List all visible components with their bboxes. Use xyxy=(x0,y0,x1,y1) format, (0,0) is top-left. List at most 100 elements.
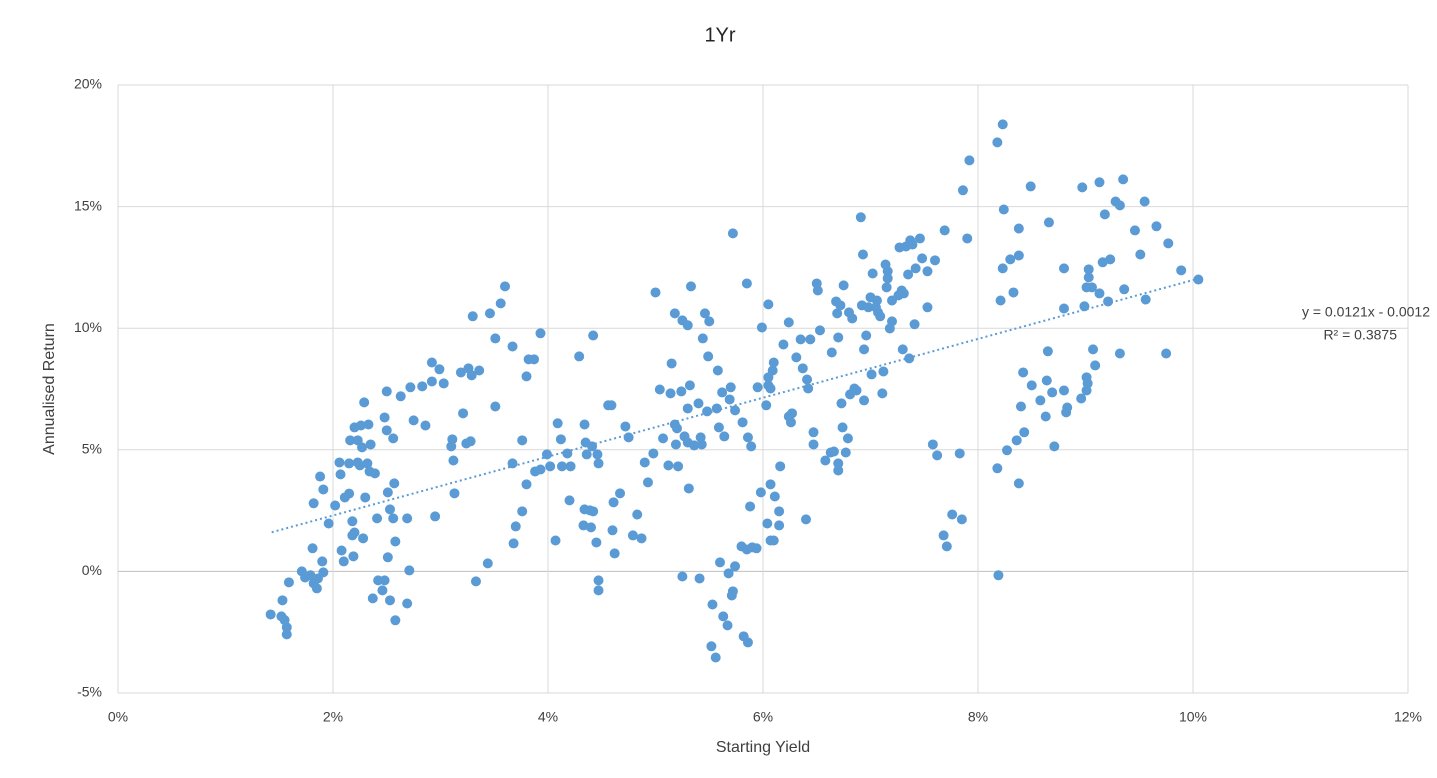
point xyxy=(837,422,848,433)
point xyxy=(395,391,406,402)
point xyxy=(762,518,773,529)
point xyxy=(658,433,669,444)
point xyxy=(1161,348,1172,359)
point xyxy=(710,652,721,663)
point xyxy=(1025,181,1036,192)
point xyxy=(338,556,349,567)
point xyxy=(448,455,459,466)
point xyxy=(722,620,733,631)
point xyxy=(627,530,638,541)
point xyxy=(550,535,561,546)
point xyxy=(508,538,519,549)
point xyxy=(1094,177,1105,188)
point xyxy=(517,506,528,517)
point xyxy=(871,295,882,306)
point xyxy=(1026,380,1037,391)
point xyxy=(420,420,431,431)
point xyxy=(775,461,786,472)
point xyxy=(564,495,575,506)
point xyxy=(866,369,877,380)
point xyxy=(363,419,374,430)
point xyxy=(334,457,345,468)
point xyxy=(1062,402,1073,413)
point xyxy=(910,263,921,274)
point xyxy=(801,514,811,525)
x-tick-label: 10% xyxy=(1179,709,1207,725)
point xyxy=(746,441,757,452)
point xyxy=(712,365,723,376)
point xyxy=(785,417,796,428)
point xyxy=(828,446,839,457)
point xyxy=(835,300,846,311)
point xyxy=(388,433,399,444)
point xyxy=(840,447,851,458)
point xyxy=(615,488,626,499)
point xyxy=(365,439,376,450)
point xyxy=(390,615,401,626)
point xyxy=(367,593,378,604)
point xyxy=(769,491,780,502)
x-tick-label: 6% xyxy=(753,709,773,725)
point xyxy=(1013,223,1024,234)
point xyxy=(362,458,373,469)
y-tick-label: 15% xyxy=(74,197,102,213)
point xyxy=(730,561,741,572)
point xyxy=(317,556,328,567)
point xyxy=(962,233,973,244)
point xyxy=(922,302,933,313)
point xyxy=(1140,294,1151,305)
point xyxy=(606,400,617,411)
point xyxy=(930,255,940,266)
point xyxy=(683,483,694,494)
point xyxy=(998,204,1009,215)
x-tick-label: 8% xyxy=(968,709,988,725)
point xyxy=(898,288,909,299)
point xyxy=(466,370,477,381)
y-tick-label: 10% xyxy=(74,319,102,335)
point xyxy=(755,487,766,498)
y-axis-title: Annualised Return xyxy=(41,323,58,455)
point xyxy=(1047,387,1058,398)
point xyxy=(593,458,604,469)
point xyxy=(797,363,808,374)
point xyxy=(836,398,847,409)
point xyxy=(696,439,707,450)
point xyxy=(529,354,540,365)
point xyxy=(787,408,798,419)
point xyxy=(405,382,416,393)
point xyxy=(704,316,715,327)
y-tick-label: 0% xyxy=(82,562,102,578)
point xyxy=(382,487,393,498)
point xyxy=(323,518,334,529)
point xyxy=(909,319,920,330)
point xyxy=(607,525,618,536)
point xyxy=(717,387,728,398)
y-tick-label: -5% xyxy=(77,684,102,700)
plot-area xyxy=(265,119,1204,663)
point xyxy=(283,577,294,588)
point xyxy=(384,595,395,606)
point xyxy=(1011,435,1022,446)
point xyxy=(676,386,687,397)
point xyxy=(814,325,825,336)
y-tick-label: 5% xyxy=(82,441,102,457)
point xyxy=(305,570,316,581)
point xyxy=(1043,217,1054,228)
point xyxy=(947,509,958,520)
point xyxy=(402,513,413,524)
point xyxy=(863,302,874,313)
point xyxy=(1135,249,1146,260)
point xyxy=(774,520,785,531)
point xyxy=(465,436,476,447)
point xyxy=(832,308,843,319)
point xyxy=(803,383,814,394)
point xyxy=(1086,282,1097,293)
point xyxy=(703,351,714,362)
point xyxy=(805,334,816,345)
point xyxy=(665,388,676,399)
point xyxy=(458,408,469,419)
point xyxy=(1090,360,1101,371)
point xyxy=(593,585,604,596)
point xyxy=(562,448,573,459)
